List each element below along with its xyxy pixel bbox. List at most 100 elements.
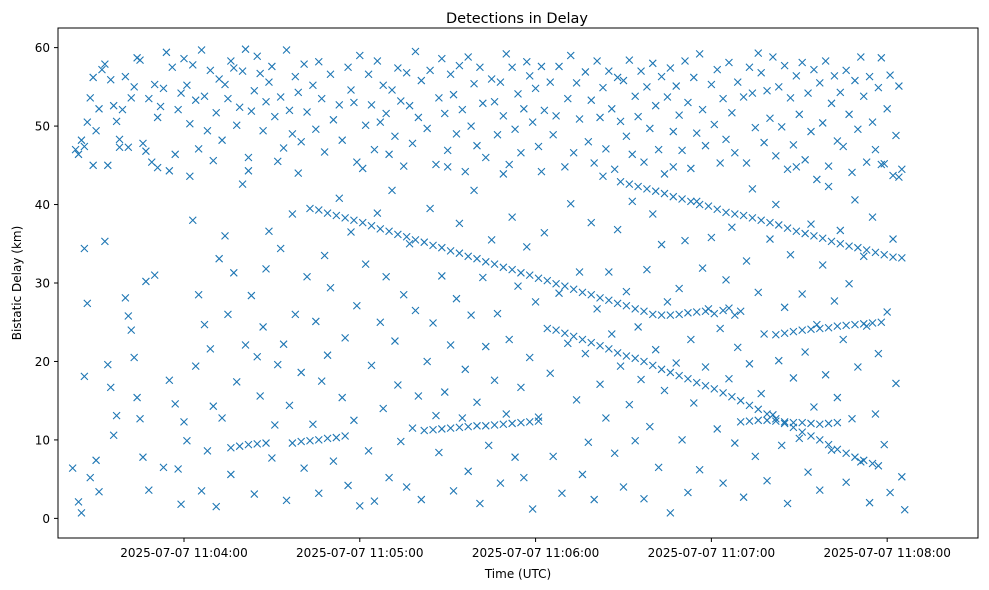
data-point-marker bbox=[710, 309, 719, 318]
data-point-marker bbox=[470, 79, 478, 88]
data-point-marker bbox=[429, 319, 437, 327]
data-point-marker bbox=[865, 498, 874, 507]
data-point-marker bbox=[543, 324, 552, 333]
data-point-marker bbox=[490, 260, 499, 269]
data-point-marker bbox=[86, 93, 95, 102]
data-point-marker bbox=[262, 264, 270, 273]
data-point-marker bbox=[417, 495, 426, 504]
data-point-marker bbox=[572, 79, 581, 87]
data-point-marker bbox=[654, 463, 663, 472]
data-point-marker bbox=[291, 72, 300, 81]
data-point-marker bbox=[733, 78, 742, 87]
data-point-marker bbox=[376, 224, 385, 233]
data-point-marker bbox=[98, 65, 106, 74]
data-point-marker bbox=[139, 139, 147, 148]
data-point-marker bbox=[748, 184, 757, 193]
data-point-marker bbox=[566, 51, 575, 60]
data-point-marker bbox=[373, 57, 382, 65]
data-point-marker bbox=[684, 308, 692, 317]
data-point-marker bbox=[142, 147, 150, 156]
x-tick-label: 2025-07-07 11:07:00 bbox=[648, 546, 775, 560]
data-point-marker bbox=[194, 290, 203, 299]
data-point-marker bbox=[675, 111, 684, 119]
data-point-marker bbox=[443, 146, 452, 155]
data-point-marker bbox=[815, 486, 824, 495]
data-point-marker bbox=[437, 243, 446, 252]
data-point-marker bbox=[511, 125, 519, 134]
data-point-marker bbox=[845, 242, 853, 251]
data-point-marker bbox=[634, 182, 643, 191]
data-point-marker bbox=[446, 341, 455, 349]
data-point-marker bbox=[185, 119, 194, 128]
data-point-marker bbox=[812, 320, 821, 329]
data-point-marker bbox=[408, 139, 417, 148]
data-point-marker bbox=[848, 168, 856, 177]
data-point-marker bbox=[361, 121, 370, 130]
data-point-marker bbox=[675, 371, 684, 380]
data-point-marker bbox=[150, 80, 159, 89]
data-point-marker bbox=[455, 61, 464, 70]
data-point-marker bbox=[883, 104, 892, 113]
data-point-marker bbox=[722, 275, 730, 284]
data-point-marker bbox=[745, 359, 754, 368]
data-point-marker bbox=[361, 260, 370, 269]
data-point-marker bbox=[244, 153, 253, 162]
data-point-marker bbox=[478, 273, 487, 282]
data-point-marker bbox=[306, 436, 314, 445]
data-point-marker bbox=[824, 440, 833, 449]
data-point-marker bbox=[279, 144, 288, 152]
data-point-marker bbox=[115, 143, 124, 152]
data-point-marker bbox=[836, 226, 845, 235]
data-point-marker bbox=[317, 377, 326, 385]
data-point-marker bbox=[543, 276, 552, 285]
data-point-marker bbox=[698, 105, 707, 114]
data-point-marker bbox=[499, 170, 508, 178]
data-point-marker bbox=[118, 105, 127, 114]
data-point-marker bbox=[432, 160, 440, 169]
data-point-marker bbox=[329, 115, 338, 124]
data-point-marker bbox=[89, 73, 98, 82]
data-point-marker bbox=[355, 501, 364, 510]
data-point-marker bbox=[481, 257, 490, 266]
data-point-marker bbox=[405, 239, 414, 248]
data-point-marker bbox=[437, 425, 446, 433]
data-point-marker bbox=[701, 141, 710, 150]
data-point-marker bbox=[763, 476, 771, 485]
data-point-marker bbox=[766, 235, 774, 243]
data-point-marker bbox=[490, 376, 499, 385]
data-point-marker bbox=[645, 422, 654, 431]
data-point-marker bbox=[171, 399, 180, 408]
data-point-marker bbox=[692, 308, 701, 316]
data-point-marker bbox=[637, 375, 645, 384]
data-point-marker bbox=[197, 487, 206, 495]
data-point-marker bbox=[455, 219, 464, 228]
data-point-marker bbox=[607, 330, 616, 338]
data-point-marker bbox=[692, 197, 701, 206]
data-point-marker bbox=[379, 404, 388, 413]
data-point-marker bbox=[892, 131, 900, 140]
data-point-marker bbox=[807, 325, 815, 334]
data-point-marker bbox=[599, 172, 607, 181]
data-point-marker bbox=[827, 237, 836, 246]
data-point-marker bbox=[470, 186, 478, 195]
data-point-marker bbox=[821, 370, 830, 379]
data-point-marker bbox=[449, 487, 458, 495]
data-point-marker bbox=[294, 169, 303, 178]
data-point-marker bbox=[414, 392, 423, 400]
data-point-marker bbox=[616, 177, 625, 186]
data-point-marker bbox=[637, 67, 645, 76]
data-point-marker bbox=[338, 393, 347, 402]
data-point-marker bbox=[833, 393, 842, 402]
data-point-marker bbox=[889, 235, 897, 243]
data-point-marker bbox=[212, 502, 221, 511]
data-point-marker bbox=[807, 220, 815, 229]
data-point-marker bbox=[253, 52, 262, 61]
data-point-marker bbox=[868, 459, 877, 468]
data-point-marker bbox=[124, 143, 133, 152]
data-point-marker bbox=[100, 60, 109, 68]
data-point-marker bbox=[177, 89, 185, 98]
data-point-marker bbox=[795, 434, 804, 443]
data-point-marker bbox=[760, 330, 769, 338]
data-point-marker bbox=[347, 86, 355, 94]
data-point-marker bbox=[722, 135, 730, 144]
